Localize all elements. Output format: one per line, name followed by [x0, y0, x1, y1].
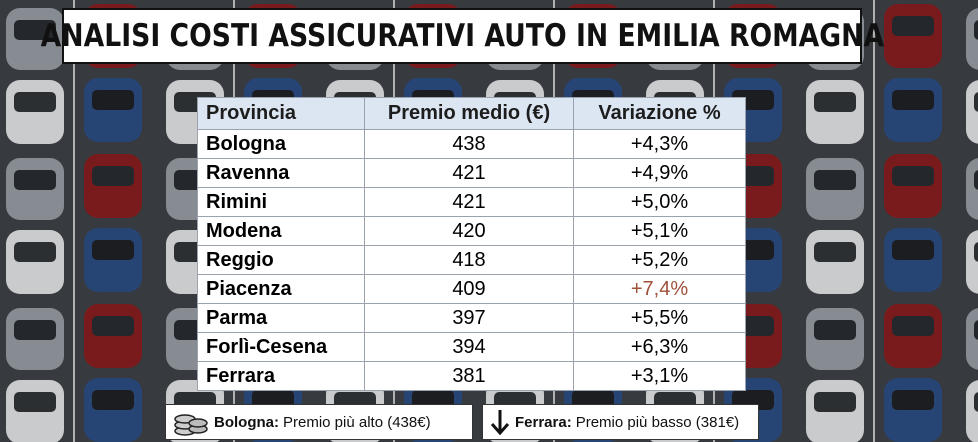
highest-note: Bologna: Premio più alto (438€) [165, 404, 473, 440]
title-box: ANALISI COSTI ASSICURATIVI AUTO IN EMILI… [40, 8, 884, 64]
note-label: Bologna: [214, 413, 279, 431]
arrow-icon [490, 410, 510, 436]
table-row: Reggio 418 +5,2% [197, 245, 746, 275]
table-cell: +7,4% [573, 274, 746, 304]
table-cell: Ferrara [197, 361, 365, 391]
table-cell: 418 [364, 245, 574, 275]
note-text: Premio più basso (381€) [575, 413, 740, 431]
table-row: Forlì-Cesena 394 +6,3% [197, 332, 746, 362]
table-row: Ravenna 421 +4,9% [197, 158, 746, 188]
table-cell: Forlì-Cesena [197, 332, 365, 362]
table-cell: +3,1% [573, 361, 746, 391]
table-row: Parma 397 +5,5% [197, 303, 746, 333]
table-cell: 420 [364, 216, 574, 246]
note-label: Ferrara: [515, 413, 572, 431]
table-cell: 394 [364, 332, 574, 362]
note-text: Premio più alto (438€) [283, 413, 431, 431]
table-cell: +5,1% [573, 216, 746, 246]
table-cell: +5,0% [573, 187, 746, 217]
table-cell: 397 [364, 303, 574, 333]
column-header: Variazione % [573, 97, 746, 130]
column-header: Premio medio (€) [364, 97, 574, 130]
table-cell: Modena [197, 216, 365, 246]
table-body: Bologna 438 +4,3% Ravenna 421 +4,9% Rimini 421 +… [197, 129, 746, 391]
coins-icon [174, 414, 208, 436]
table-cell: 409 [364, 274, 574, 304]
table-cell: 381 [364, 361, 574, 391]
lowest-note: Ferrara: Premio più basso (381€) [482, 404, 759, 440]
table-cell: Ravenna [197, 158, 365, 188]
table-cell: Parma [197, 303, 365, 333]
table-cell: +4,9% [573, 158, 746, 188]
table-cell: Reggio [197, 245, 365, 275]
header-row: Provincia Premio medio (€) Variazione % [197, 97, 746, 130]
table-row: Modena 420 +5,1% [197, 216, 746, 246]
table-cell: Bologna [197, 129, 365, 159]
table-cell: +4,3% [573, 129, 746, 159]
table-row: Piacenza 409 +7,4% [197, 274, 746, 304]
table-cell: +5,2% [573, 245, 746, 275]
insurance-table: Provincia Premio medio (€) Variazione % Bo… [197, 97, 746, 391]
table-cell: +5,5% [573, 303, 746, 333]
table-cell: 421 [364, 158, 574, 188]
table-cell: 438 [364, 129, 574, 159]
column-header: Provincia [197, 97, 365, 130]
table-row: Rimini 421 +5,0% [197, 187, 746, 217]
table-cell: Piacenza [197, 274, 365, 304]
title: ANALISI COSTI ASSICURATIVI AUTO IN EMILI… [40, 18, 884, 54]
table-cell: +6,3% [573, 332, 746, 362]
table-row: Bologna 438 +4,3% [197, 129, 746, 159]
table-cell: 421 [364, 187, 574, 217]
table-cell: Rimini [197, 187, 365, 217]
table-row: Ferrara 381 +3,1% [197, 361, 746, 391]
